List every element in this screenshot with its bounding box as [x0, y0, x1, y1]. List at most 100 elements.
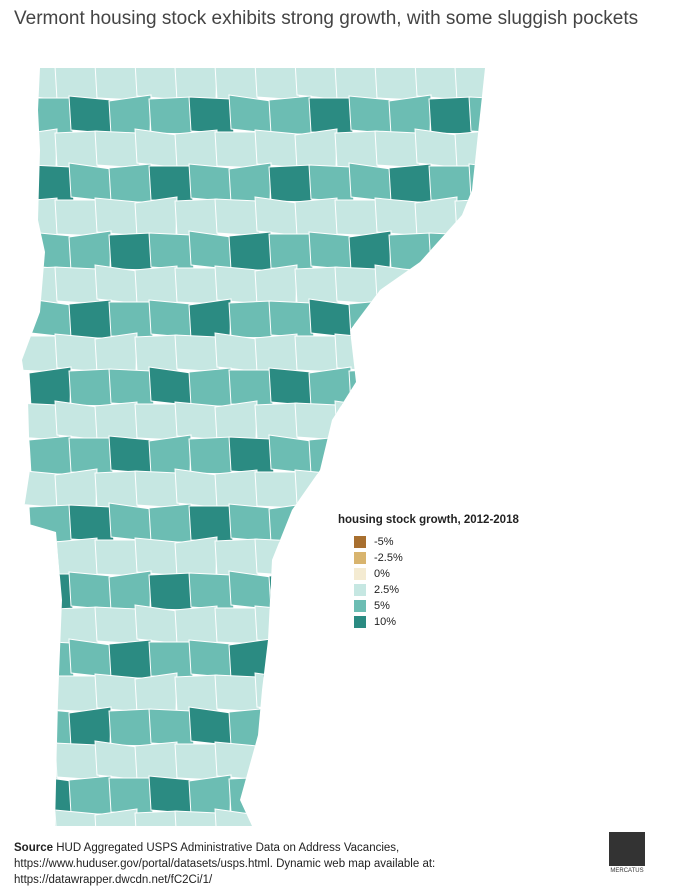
town: [454, 129, 485, 169]
town: [134, 334, 179, 373]
town: [94, 606, 141, 645]
legend-item: 0%: [354, 566, 519, 582]
legend-swatch: [354, 616, 366, 628]
legend-label: -5%: [374, 536, 394, 548]
town: [414, 68, 462, 101]
legend-item: -2.5%: [354, 550, 519, 566]
town: [54, 675, 100, 713]
town: [108, 232, 153, 271]
town: [22, 197, 58, 237]
town: [148, 96, 193, 135]
town: [148, 299, 196, 339]
town: [148, 503, 192, 543]
town: [374, 470, 419, 509]
town: [334, 675, 380, 713]
legend-swatch: [354, 536, 366, 548]
town: [54, 266, 101, 305]
legend-item: 5%: [354, 598, 519, 614]
town: [134, 196, 178, 238]
logo-mark: [609, 832, 645, 866]
town: [214, 131, 260, 169]
town: [348, 299, 392, 339]
town: [414, 672, 458, 714]
legend-item: 2.5%: [354, 582, 519, 598]
town: [388, 435, 436, 475]
town: [68, 437, 114, 475]
town: [108, 301, 154, 339]
town: [294, 604, 338, 646]
town: [28, 707, 76, 747]
town: [254, 605, 302, 645]
town: [148, 232, 195, 271]
town: [22, 266, 59, 305]
town: [468, 774, 485, 816]
legend-swatch: [354, 568, 366, 580]
town: [174, 401, 222, 441]
town: [308, 164, 355, 203]
town: [22, 402, 61, 441]
town: [228, 638, 272, 680]
town: [374, 332, 418, 374]
town: [94, 470, 139, 509]
town: [108, 368, 155, 407]
town: [254, 538, 301, 577]
legend-item: -5%: [354, 534, 519, 550]
town: [188, 639, 236, 679]
town: [28, 573, 74, 611]
town: [108, 777, 154, 815]
town: [54, 333, 102, 373]
town: [228, 231, 272, 271]
town: [268, 95, 312, 135]
legend-swatch: [354, 584, 366, 596]
town: [468, 639, 485, 679]
town: [54, 606, 99, 645]
legend: housing stock growth, 2012-2018 -5% -2.5%…: [338, 514, 519, 630]
town: [94, 130, 141, 169]
town: [268, 502, 312, 544]
town: [468, 230, 485, 271]
town: [468, 706, 485, 747]
town: [94, 68, 140, 101]
town: [22, 536, 63, 577]
town: [454, 743, 485, 781]
town: [228, 776, 273, 815]
town: [388, 232, 433, 271]
town: [254, 129, 302, 169]
town: [54, 537, 98, 577]
town: [294, 266, 339, 305]
town: [94, 401, 138, 441]
town: [214, 198, 261, 237]
town: [414, 741, 458, 781]
town: [68, 571, 116, 611]
town: [22, 128, 58, 170]
town: [334, 199, 380, 237]
town: [94, 808, 138, 826]
town: [308, 707, 356, 747]
town: [68, 368, 113, 407]
town: [454, 68, 485, 102]
town: [428, 232, 475, 271]
town: [374, 264, 423, 305]
town: [174, 334, 221, 373]
town: [254, 471, 300, 509]
town: [454, 334, 485, 373]
town: [134, 403, 180, 441]
town: [294, 402, 341, 441]
town: [68, 775, 112, 815]
town: [308, 640, 355, 679]
town: [388, 639, 432, 679]
town: [188, 96, 235, 135]
town: [108, 94, 152, 136]
town: [428, 434, 472, 476]
town: [254, 264, 298, 306]
town: [148, 641, 194, 679]
town: [148, 434, 192, 476]
town: [308, 774, 357, 815]
town: [134, 672, 178, 714]
town: [428, 641, 474, 679]
town: [54, 68, 98, 101]
town: [214, 265, 262, 305]
town: [22, 673, 58, 713]
town: [348, 95, 396, 135]
